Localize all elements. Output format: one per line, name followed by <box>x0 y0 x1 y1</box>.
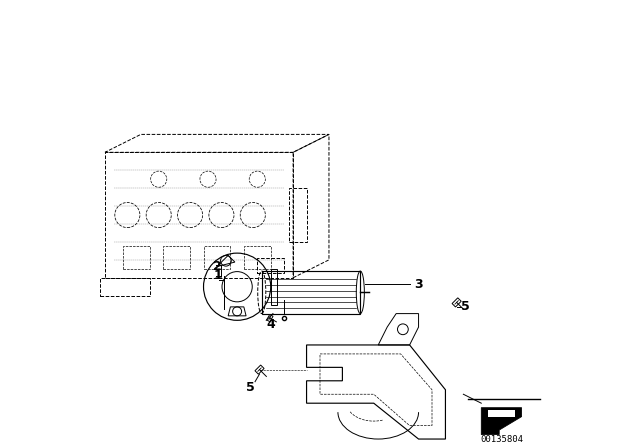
Polygon shape <box>452 298 461 307</box>
Text: 00135804: 00135804 <box>480 435 523 444</box>
Polygon shape <box>267 314 273 322</box>
Text: 4: 4 <box>266 318 275 332</box>
Text: 1: 1 <box>214 269 222 282</box>
Text: 5: 5 <box>246 381 255 394</box>
Polygon shape <box>481 408 522 435</box>
Polygon shape <box>488 410 515 417</box>
Text: 3: 3 <box>414 278 423 291</box>
Text: 2: 2 <box>214 260 222 273</box>
Polygon shape <box>255 365 264 374</box>
Text: 5: 5 <box>461 300 470 314</box>
